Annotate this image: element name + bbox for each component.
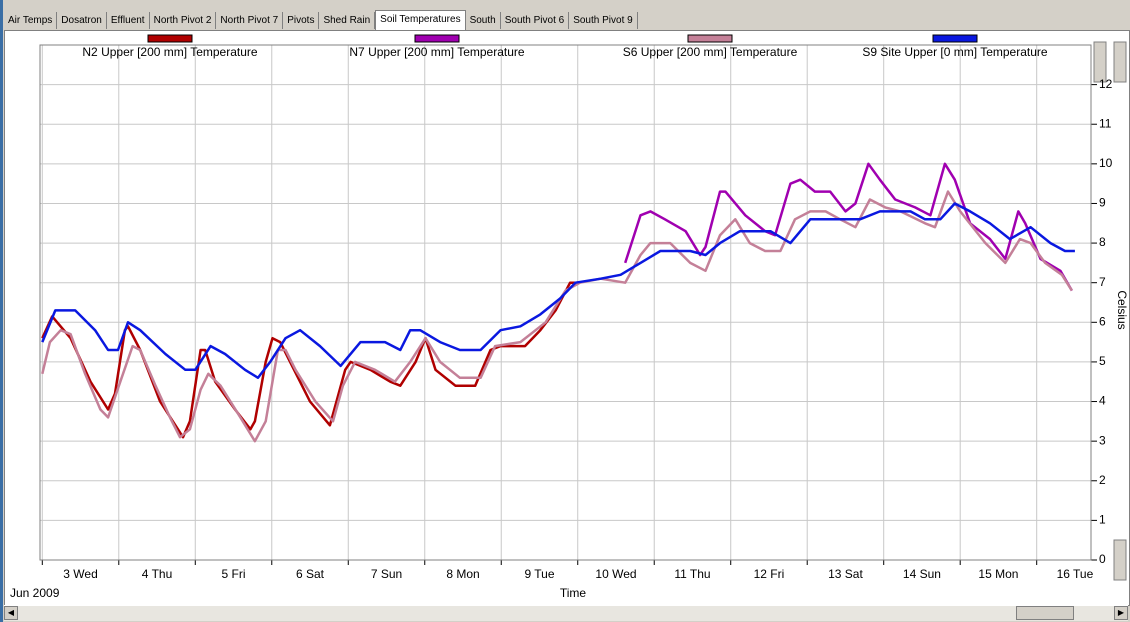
- scroll-left[interactable]: ◀: [4, 606, 18, 620]
- scroll-thumb[interactable]: [1016, 606, 1074, 620]
- legend-swatch: [414, 34, 460, 43]
- tab[interactable]: Pivots: [283, 12, 320, 29]
- y-tick-label: 9: [1099, 196, 1106, 210]
- x-tick-label: 3 Wed: [63, 567, 97, 581]
- y-tick-label: 11: [1099, 116, 1112, 130]
- tab[interactable]: South: [466, 12, 501, 29]
- tab[interactable]: Dosatron: [57, 12, 107, 29]
- series-line: [624, 162, 1073, 292]
- y-tick-label: 10: [1099, 156, 1113, 170]
- legend-swatch: [147, 34, 193, 43]
- y-tick-label: 1: [1099, 513, 1106, 527]
- tab[interactable]: Shed Rain: [319, 12, 376, 29]
- plot-area: [39, 44, 1092, 561]
- x-sublabel: Jun 2009: [10, 586, 60, 600]
- x-axis-label: Time: [560, 586, 587, 600]
- scroll-up-buttons[interactable]: [1093, 41, 1107, 83]
- scroll-down-buttons[interactable]: [1113, 539, 1127, 581]
- y-tick-label: 12: [1099, 77, 1113, 91]
- x-tick-label: 9 Tue: [524, 567, 554, 581]
- tab[interactable]: North Pivot 2: [150, 12, 217, 29]
- y-tick-label: 8: [1099, 235, 1106, 249]
- x-tick-label: 7 Sun: [371, 567, 402, 581]
- y-axis-label: Celsius: [1115, 290, 1129, 329]
- legend-swatch: [932, 34, 978, 43]
- x-tick-label: 14 Sun: [903, 567, 941, 581]
- y-tick-label: 2: [1099, 473, 1106, 487]
- x-tick-label: 10 Wed: [595, 567, 636, 581]
- series-line: [41, 202, 1075, 380]
- y-tick-label: 3: [1099, 433, 1106, 447]
- tab[interactable]: Effluent: [107, 12, 150, 29]
- x-tick-label: 13 Sat: [828, 567, 863, 581]
- y-tick-label: 5: [1099, 354, 1106, 368]
- tab[interactable]: Soil Temperatures: [375, 10, 466, 31]
- plot-border: [39, 44, 1092, 561]
- y-tick-label: 6: [1099, 314, 1106, 328]
- tab[interactable]: Air Temps: [4, 12, 58, 29]
- x-tick-label: 11 Thu: [674, 567, 710, 581]
- x-tick-label: 5 Fri: [222, 567, 246, 581]
- legend-swatch: [687, 34, 733, 43]
- legend-label: S6 Upper [200 mm] Temperature: [623, 45, 798, 59]
- tab[interactable]: North Pivot 7: [216, 12, 284, 29]
- y-tick-label: 7: [1099, 275, 1106, 289]
- scroll-right[interactable]: ▶: [1114, 606, 1128, 620]
- y-tick-label: 0: [1099, 552, 1106, 566]
- legend-label: N7 Upper [200 mm] Temperature: [349, 45, 525, 59]
- tab-bar: Air Temps Dosatron Effluent North Pivot 2 No…: [4, 10, 638, 31]
- window-edge: [0, 0, 3, 622]
- legend-label: N2 Upper [200 mm] Temperature: [82, 45, 258, 59]
- x-tick-label: 8 Mon: [446, 567, 479, 581]
- series-line: [41, 190, 1073, 443]
- x-tick-label: 16 Tue: [1057, 567, 1094, 581]
- scroll-up-buttons[interactable]: [1113, 41, 1127, 83]
- y-tick-label: 4: [1099, 394, 1106, 408]
- x-tick-label: 12 Fri: [754, 567, 785, 581]
- tab[interactable]: South Pivot 9: [569, 12, 638, 29]
- chart: Celsius Time Jun 2009 3 Wed 4 Thu 5 Fri 6 S…: [10, 34, 1129, 600]
- legend-label: S9 Site Upper [0 mm] Temperature: [862, 45, 1048, 59]
- horizontal-scrollbar[interactable]: ◀ ▶: [4, 605, 1128, 621]
- x-tick-label: 15 Mon: [978, 567, 1018, 581]
- x-tick-label: 6 Sat: [296, 567, 325, 581]
- tab[interactable]: South Pivot 6: [501, 12, 570, 29]
- x-tick-label: 4 Thu: [142, 567, 172, 581]
